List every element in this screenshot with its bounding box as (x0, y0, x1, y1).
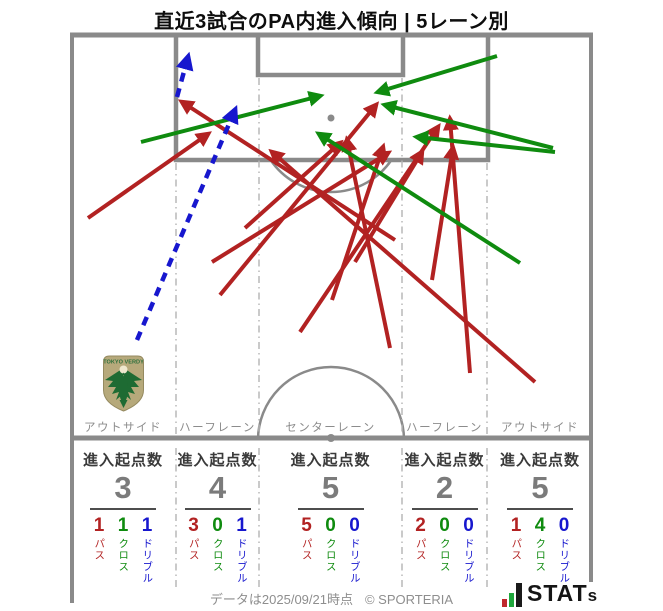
eagle-head (119, 365, 128, 374)
lane-divider-lines (175, 78, 488, 435)
cross-label: クロス (211, 538, 224, 573)
pass-count: 5 (301, 515, 312, 537)
dribble-count: 0 (349, 515, 360, 537)
divider (411, 508, 478, 511)
dribble-arrow (174, 51, 194, 98)
table-separator-lines (175, 448, 488, 588)
dribble-arrow (134, 105, 239, 341)
divider (184, 508, 251, 511)
cross-label: クロス (324, 538, 337, 573)
chart-title: 直近3試合のPA内進入傾向 | 5レーン別 (154, 11, 509, 33)
pass-arrow (442, 114, 472, 374)
pass-arrow (298, 123, 441, 334)
copyright: © SPORTERIA (364, 592, 454, 607)
stats-column-outside-right: 進入起点数 5 1 パス 4 クロス 0 ドリブル (487, 449, 593, 584)
origin-count-value: 5 (531, 470, 549, 505)
dribble-label: ドリブル (462, 538, 475, 585)
divider (90, 508, 156, 511)
pass-label: パス (414, 538, 427, 562)
penalty-spot (327, 114, 335, 122)
origin-count-value: 2 (435, 470, 454, 505)
entry-arrows-layer (86, 51, 556, 384)
cross-label: クロス (438, 538, 451, 573)
pass-count: 3 (188, 515, 199, 537)
lane-label-center: センターレーン (285, 422, 376, 434)
origin-count-header: 進入起点数 (177, 452, 258, 469)
pass-count: 1 (510, 515, 522, 537)
cross-count: 0 (212, 515, 223, 537)
data-date-note: データは2025/09/21時点 (209, 592, 353, 607)
pass-arrow (268, 148, 537, 384)
dribble-label: ドリブル (141, 538, 154, 585)
pass-label: パス (187, 538, 200, 562)
pass-count: 2 (415, 515, 426, 537)
cross-count: 1 (117, 515, 129, 537)
cross-label: クロス (534, 538, 547, 573)
lane-label-outside-left: アウトサイド (84, 422, 162, 434)
center-spot (327, 434, 335, 442)
origin-count-header: 進入起点数 (82, 452, 163, 469)
footer-note: データは2025/09/21時点 © SPORTERIA (0, 589, 663, 608)
pass-label: パス (93, 538, 106, 562)
origin-count-header: 進入起点数 (404, 452, 485, 469)
pass-arrow (243, 139, 344, 230)
origin-count-value: 4 (208, 470, 227, 505)
cross-arrow (314, 131, 522, 265)
dribble-count: 1 (236, 515, 247, 537)
pass-arrow (341, 135, 392, 349)
pass-label: パス (300, 538, 313, 562)
cross-count: 0 (439, 515, 450, 537)
lane-label-half-right: ハーフレーン (406, 422, 483, 434)
origin-count-value: 5 (321, 470, 340, 505)
dribble-count: 0 (558, 515, 570, 537)
pass-label: パス (510, 538, 523, 562)
stats-logo: STATs (498, 580, 599, 607)
goal-area (255, 35, 406, 78)
pass-arrow (218, 101, 380, 297)
stats-logo-bars-icon (502, 583, 522, 607)
center-circle (256, 365, 406, 441)
pass-count: 1 (93, 515, 105, 537)
origin-count-header: 進入起点数 (290, 452, 371, 469)
stats-logo-text: STAT (527, 580, 588, 606)
origin-count-value: 3 (114, 470, 132, 505)
cross-count: 4 (534, 515, 546, 537)
dribble-count: 0 (463, 515, 474, 537)
dribble-label: ドリブル (348, 538, 361, 585)
cross-arrow (373, 54, 498, 97)
stats-column-half-left: 進入起点数 4 3 パス 0 クロス 1 ドリブル (176, 449, 259, 584)
divider (297, 508, 364, 511)
eagle-emblem (105, 368, 142, 408)
lane-label-half-left: ハーフレーン (179, 422, 256, 434)
stats-column-center: 進入起点数 5 5 パス 0 クロス 0 ドリブル (259, 449, 402, 584)
cross-count: 0 (325, 515, 336, 537)
stats-column-half-right: 進入起点数 2 2 パス 0 クロス 0 ドリブル (402, 449, 487, 584)
tokyo-verdy-crest: TOKYO VERDY (103, 355, 144, 412)
cross-label: クロス (117, 538, 130, 573)
pass-arrow (210, 150, 393, 264)
stats-logo-text-s: s (587, 586, 599, 605)
pass-arrow (86, 131, 212, 220)
dribble-label: ドリブル (235, 538, 248, 585)
crest-text: TOKYO VERDY (103, 360, 144, 366)
stats-column-outside-left: 進入起点数 3 1 パス 1 クロス 1 ドリブル (70, 449, 176, 584)
cross-arrow (412, 130, 556, 154)
divider (507, 508, 573, 511)
origin-count-header: 進入起点数 (499, 452, 580, 469)
lane-label-outside-right: アウトサイド (501, 422, 579, 434)
cross-arrow (380, 100, 554, 150)
dribble-count: 1 (141, 515, 153, 537)
dribble-label: ドリブル (558, 538, 571, 585)
